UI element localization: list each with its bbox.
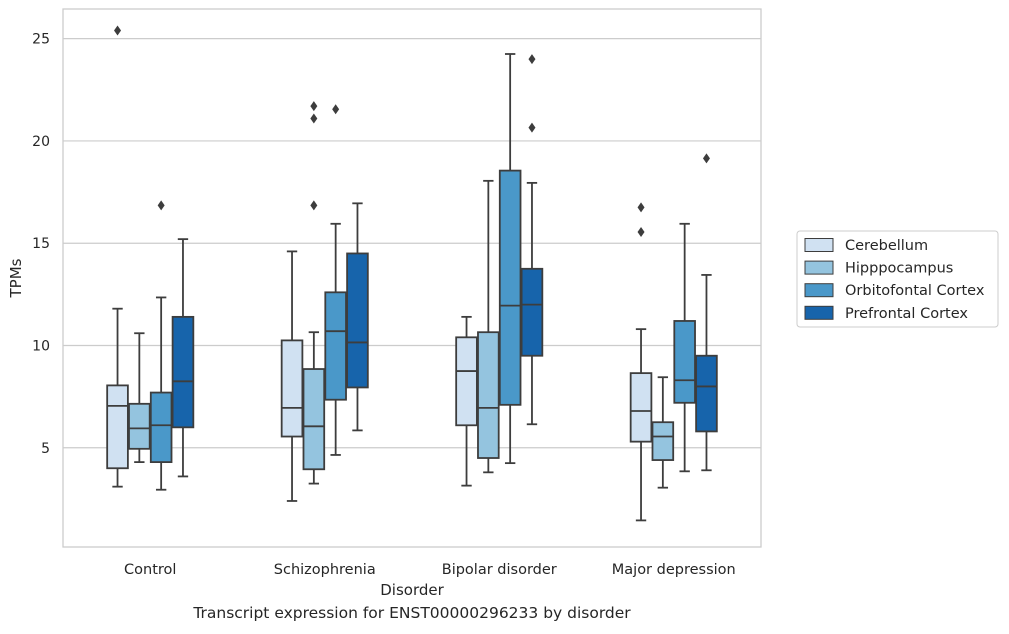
legend-item-hipppocampus: Hipppocampus: [804, 260, 953, 277]
x-tick-labels: Control Schizophrenia Bipolar disorder Majo…: [124, 562, 736, 578]
box-cerebellum-bipolar-disorder: [455, 315, 478, 487]
box-orbitofontal-cortex-schizophrenia: [324, 104, 347, 456]
box-hipppocampus-major-depression: [651, 376, 675, 489]
box-body: [520, 267, 544, 357]
outlier-point: [157, 200, 165, 211]
box-body: [302, 368, 326, 471]
outlier-point: [332, 104, 340, 115]
x-tick-label-bipolar-disorder: Bipolar disorder: [442, 562, 557, 578]
box-body: [695, 354, 718, 433]
outlier-point: [528, 54, 536, 65]
y-tick-labels: 5 10 15 20 25: [32, 32, 50, 457]
x-axis-label: Disorder: [380, 581, 444, 599]
box-cerebellum-control: [106, 25, 129, 488]
box-body: [106, 384, 129, 470]
box-prefrontal-cortex-schizophrenia: [346, 202, 369, 432]
y-tick-label-5: 5: [41, 441, 50, 457]
box-orbitofontal-cortex-bipolar-disorder: [498, 53, 522, 465]
outlier-point: [310, 113, 318, 124]
y-tick-label-25: 25: [32, 32, 50, 48]
outlier-point: [310, 101, 318, 112]
outlier-point: [637, 202, 645, 213]
gridlines: [63, 38, 761, 449]
box-cerebellum-major-depression: [629, 202, 653, 522]
boxes: [106, 25, 718, 522]
box-cerebellum-schizophrenia: [280, 250, 304, 502]
outlier-point: [528, 122, 536, 133]
legend-label: Orbitofontal Cortex: [845, 283, 985, 299]
outlier-point: [310, 200, 318, 211]
legend-swatch: [804, 238, 834, 252]
box-body: [455, 336, 478, 427]
legend-item-cerebellum: Cerebellum: [804, 238, 928, 254]
box-hipppocampus-bipolar-disorder: [477, 179, 500, 474]
y-tick-label-10: 10: [32, 339, 50, 355]
y-axis-label: TPMs: [7, 258, 25, 298]
figure-caption: Transcript expression for ENST0000029623…: [193, 604, 631, 622]
legend: Cerebellum Hipppocampus Orbitofontal Corte…: [796, 230, 999, 328]
box-prefrontal-cortex-control: [171, 238, 195, 478]
legend-label: Cerebellum: [845, 238, 928, 254]
legend-swatch: [804, 283, 834, 298]
x-tick-label-control: Control: [124, 562, 176, 578]
legend-item-orbitofontal-cortex: Orbitofontal Cortex: [804, 283, 985, 299]
box-body: [280, 339, 304, 438]
legend-label: Hipppocampus: [845, 261, 953, 277]
outlier-point: [702, 153, 710, 164]
outlier-point: [114, 25, 122, 36]
box-orbitofontal-cortex-control: [149, 200, 173, 491]
box-orbitofontal-cortex-major-depression: [673, 222, 696, 473]
legend-item-prefrontal-cortex: Prefrontal Cortex: [804, 305, 968, 322]
box-body: [673, 320, 696, 404]
legend-swatch: [804, 305, 834, 320]
box-body: [629, 372, 653, 443]
y-tick-label-15: 15: [32, 236, 50, 252]
legend-frame: [796, 230, 999, 328]
y-tick-label-20: 20: [32, 134, 50, 150]
box-body: [346, 252, 369, 389]
box-body: [498, 169, 522, 406]
box-body: [651, 421, 675, 461]
box-prefrontal-cortex-major-depression: [695, 153, 718, 472]
box-hipppocampus-control: [128, 332, 151, 464]
plot-area-frame: [62, 8, 762, 548]
box-hipppocampus-schizophrenia: [302, 101, 326, 485]
box-body: [324, 291, 347, 401]
outlier-point: [637, 226, 645, 237]
box-body: [171, 315, 195, 429]
legend-label: Prefrontal Cortex: [845, 306, 968, 322]
box-body: [477, 331, 500, 459]
legend-swatch: [804, 260, 834, 275]
x-tick-label-schizophrenia: Schizophrenia: [274, 562, 376, 578]
legend-items: Cerebellum Hipppocampus Orbitofontal Corte…: [804, 238, 985, 322]
box-body: [128, 402, 151, 450]
x-tick-label-major-depression: Major depression: [612, 562, 736, 578]
box-body: [149, 391, 173, 464]
box-prefrontal-cortex-bipolar-disorder: [520, 54, 544, 426]
